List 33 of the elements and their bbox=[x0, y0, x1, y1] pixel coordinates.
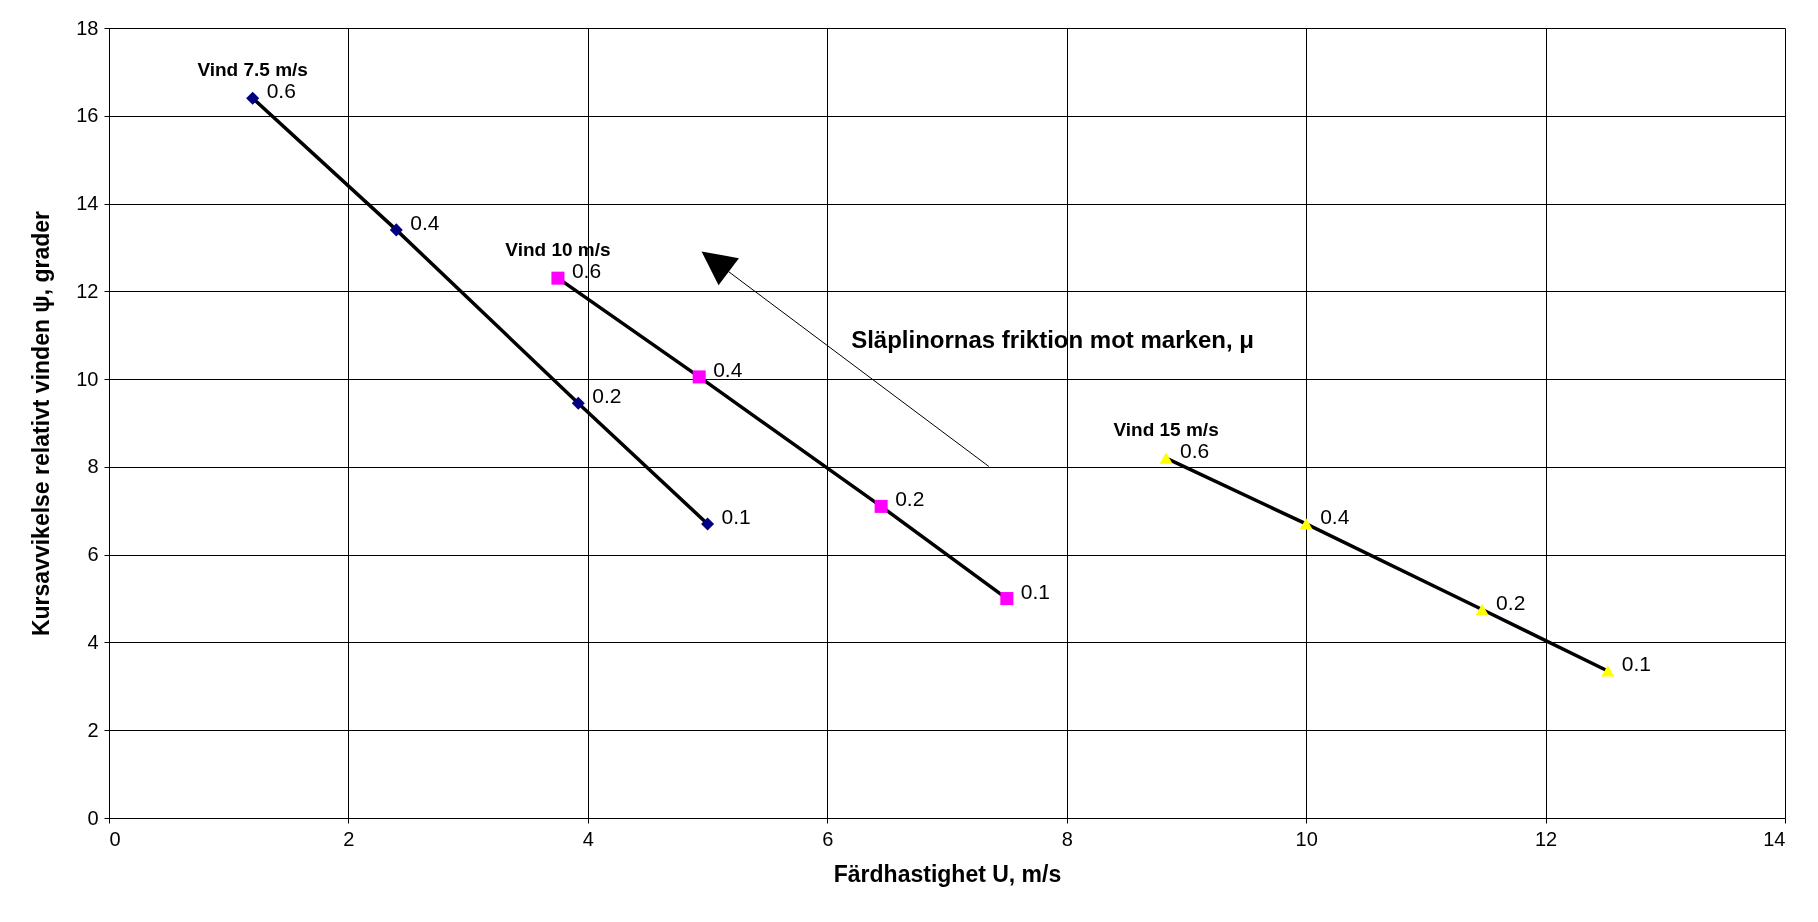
x-tick-label: 2 bbox=[343, 827, 355, 850]
y-tick-label: 0 bbox=[87, 806, 99, 829]
y-tick-label: 12 bbox=[76, 279, 99, 302]
y-tick-label: 14 bbox=[76, 192, 99, 215]
x-tick-label: 10 bbox=[1295, 827, 1318, 850]
annotation: 0.4 bbox=[1320, 504, 1350, 528]
annotation: 0.1 bbox=[721, 504, 751, 528]
x-axis-title: Färdhastighet U, m/s bbox=[833, 860, 1062, 887]
annotation: 0.6 bbox=[266, 79, 296, 103]
y-tick-label: 10 bbox=[76, 367, 99, 390]
x-tick-label: 12 bbox=[1534, 827, 1558, 850]
x-tick-label: 6 bbox=[822, 827, 834, 850]
annotation: 0.2 bbox=[895, 487, 925, 511]
y-tick-label: 18 bbox=[76, 16, 99, 39]
annotation: 0.1 bbox=[1621, 651, 1652, 675]
annotation: 0.2 bbox=[1496, 590, 1526, 614]
series-label: Vind 7.5 m/s bbox=[197, 59, 308, 81]
series-label: Vind 15 m/s bbox=[1113, 419, 1219, 441]
x-tick-label: 0 bbox=[109, 827, 121, 850]
y-tick-label: 4 bbox=[87, 630, 99, 653]
annotation: 0.6 bbox=[1180, 439, 1210, 463]
y-tick-label: 2 bbox=[87, 718, 99, 741]
y-axis-title: Kursavvikelse relativt vinden ψ, grader bbox=[28, 210, 55, 637]
annotation: 0.1 bbox=[1020, 579, 1051, 603]
annotation: 0.4 bbox=[713, 357, 743, 381]
x-tick-label: 4 bbox=[582, 827, 594, 850]
annotation: 0.2 bbox=[592, 384, 622, 408]
annotation: 0.4 bbox=[410, 210, 440, 234]
x-tick-label: 14 bbox=[1763, 827, 1786, 850]
y-tick-label: 6 bbox=[87, 543, 99, 566]
y-tick-label: 16 bbox=[76, 104, 99, 127]
x-tick-label: 8 bbox=[1061, 827, 1073, 850]
y-tick-label: 8 bbox=[87, 455, 99, 478]
